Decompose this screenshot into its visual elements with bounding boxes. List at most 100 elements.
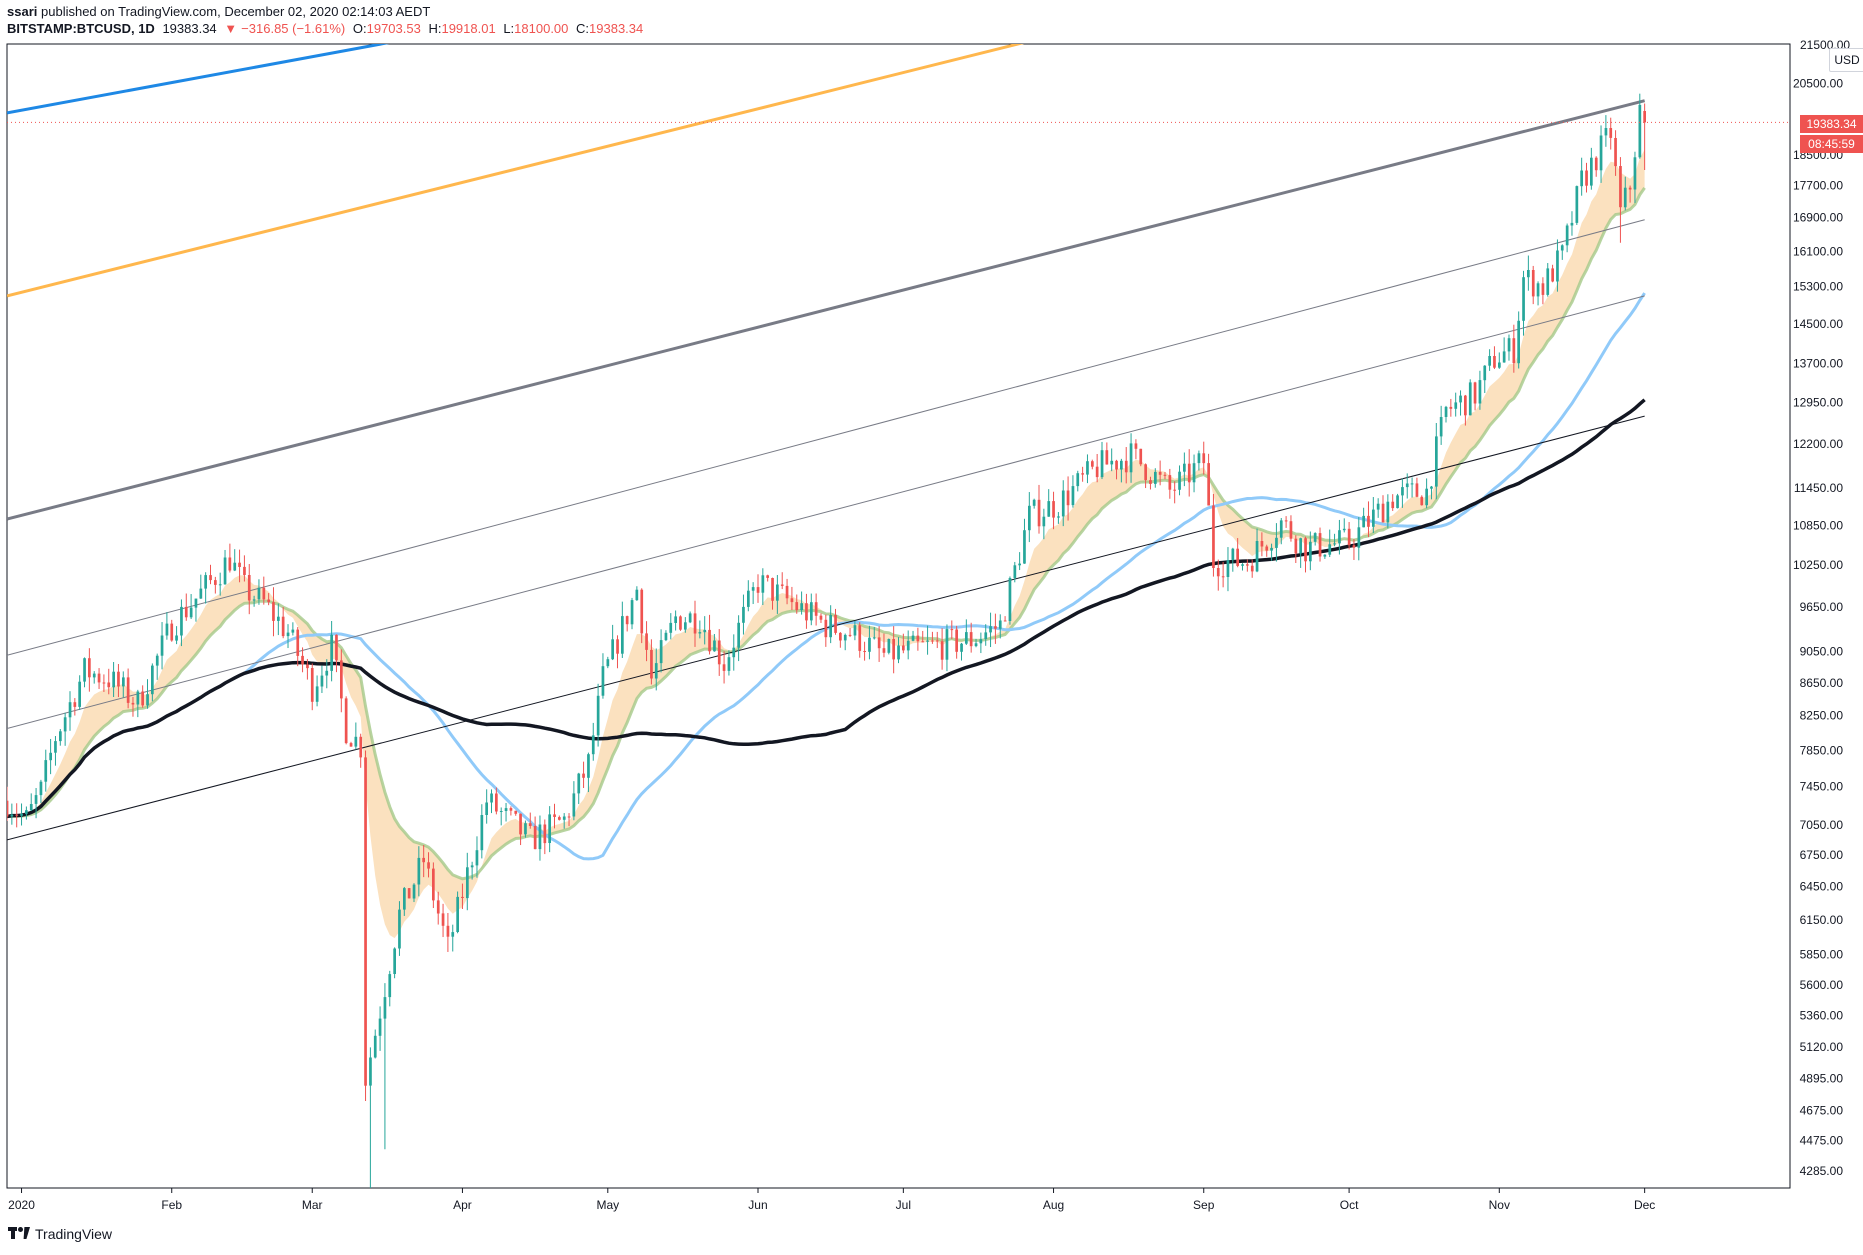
candle-body [751,587,755,591]
candle-body [1076,473,1080,487]
candle-body [635,589,639,601]
candle-body [955,629,958,652]
candle-body [843,634,847,641]
currency-button[interactable]: USD [1829,48,1863,72]
candle-body [1095,466,1099,478]
candle-body [611,639,614,660]
publish-text: published on TradingView.com, December 0… [41,4,431,19]
candle-body [582,773,585,778]
candle-body [407,888,411,899]
candle-body [747,590,750,607]
author-name[interactable]: ssari [7,4,38,19]
candle-body [1265,546,1269,551]
candle-body [1134,443,1138,449]
candle-body [625,616,629,625]
change-value: −316.85 (−1.61%) [241,21,346,36]
candle-body [1052,501,1055,518]
candle-body [1488,356,1491,366]
candle-body [795,602,799,611]
candle-body [281,616,285,637]
candle-body [1367,515,1370,527]
price-tick-label: 16100.00 [1793,244,1843,258]
candle-body [117,671,120,687]
candle-body [1531,270,1535,297]
candle-body [499,811,503,812]
candle-body [1405,483,1409,488]
candle-body [160,635,164,656]
candle-body [63,717,67,732]
candle-body [369,1057,372,1086]
candle-body [1120,460,1123,470]
candle-body [960,643,963,652]
price-tick-label: 7850.00 [1800,743,1844,757]
trendline-lower-mid-channel [7,295,1645,729]
candle-body [1372,509,1375,527]
candle-body [136,691,140,705]
candle-body [1391,501,1395,509]
last-price: 19383.34 [162,21,217,36]
candle-body [1599,135,1603,171]
price-tick-label: 5360.00 [1800,1008,1844,1022]
candle-body [708,629,711,652]
candle-body [403,888,406,910]
candle-body [1158,471,1162,475]
candle-body [451,932,455,937]
candle-body [1502,351,1506,363]
candle-body [1459,395,1462,403]
candle-body [1565,225,1569,246]
candle-body [989,626,992,633]
candle-body [364,757,367,1086]
candle-body [1212,505,1215,568]
candle-body [1478,380,1482,404]
candle-body [1410,483,1414,485]
candle-body [10,814,14,817]
price-tick-label: 12200.00 [1793,437,1843,451]
candle-body [1139,448,1143,465]
candle-body [1221,576,1225,578]
time-tick-label: Feb [161,1198,182,1212]
candle-body [102,682,106,684]
symbol-label[interactable]: BITSTAMP:BTCUSD, 1D [7,21,155,36]
candle-body [335,634,338,661]
candle-body [732,647,736,658]
candle-body [1357,527,1361,548]
candle-body [1202,453,1206,464]
candle-body [650,649,653,679]
candle-body [1512,338,1516,364]
ema-ribbon [7,149,1645,939]
candle-body [1168,475,1172,490]
candle-body [1401,487,1404,496]
candle-body [945,629,949,660]
candle-body [1551,268,1554,282]
candle-body [1178,471,1181,490]
candle-body [388,974,392,998]
low-value: 18100.00 [514,21,569,36]
candle-body [1173,489,1176,491]
current-price-tag: 19383.34 [1800,115,1863,133]
candle-body [1473,382,1477,404]
footer-brand[interactable]: TradingView [8,1226,112,1242]
candle-body [1149,480,1152,484]
candle-body [97,673,101,683]
candle-body [344,698,348,744]
time-tick-label: Dec [1634,1198,1655,1212]
price-tick-label: 10850.00 [1793,519,1843,533]
candle-body [630,600,634,625]
candle-body [1124,460,1128,473]
candle-body [654,663,658,679]
candle-body [606,659,610,667]
candle-body [1560,245,1564,251]
candle-body [722,664,726,671]
candle-body [998,620,1002,629]
candle-body [882,648,886,653]
candle-body [272,602,275,621]
candle-body [315,686,319,702]
candle-body [73,702,77,707]
countdown-tag: 08:45:59 [1800,135,1863,153]
price-tick-label: 13700.00 [1793,357,1843,371]
candle-body [44,760,48,782]
candle-body [1028,505,1031,531]
candle-body [1260,541,1264,547]
candle-body [1105,450,1109,465]
